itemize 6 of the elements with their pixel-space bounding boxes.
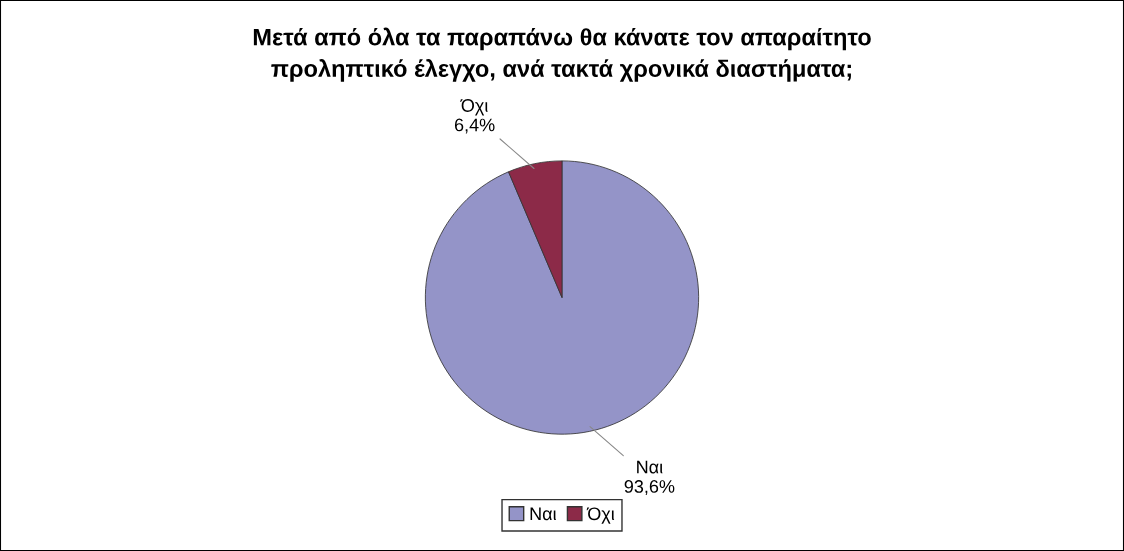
chart-title: Μετά από όλα τα παραπάνω θα κάνατε τον απαραίτητο προληπτικό έλεγχο, ανά τακτά χρονικά διαστήματα; <box>253 27 871 82</box>
legend-label: Όχι <box>586 507 615 524</box>
data-label: Ναι 93,6% <box>624 460 675 495</box>
data-label: Όχι 6,4% <box>454 99 495 134</box>
legend-label: Ναι <box>530 507 557 521</box>
pie-slice <box>424 160 700 435</box>
